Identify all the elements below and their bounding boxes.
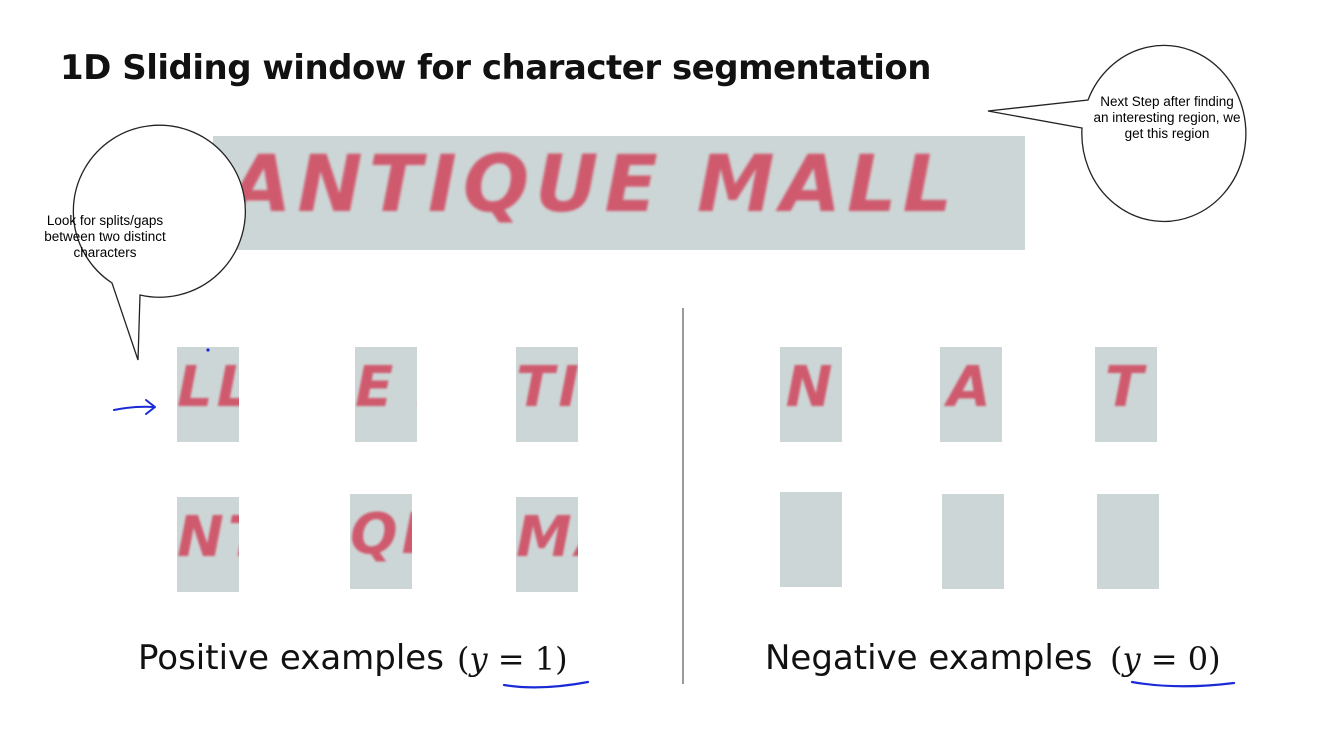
patch-text: QL <box>350 502 412 567</box>
positive-patch-6: MA <box>516 497 578 592</box>
negative-caption: Negative examples <box>765 638 1093 678</box>
patch-text: N <box>785 355 837 420</box>
positive-patch-1: LL <box>177 347 239 442</box>
positive-formula: (y = 1) <box>457 640 568 678</box>
patch-text: T <box>1104 355 1148 420</box>
formula-var: y <box>469 640 488 678</box>
positive-patch-4: NT <box>177 497 239 592</box>
negative-patch-3: T <box>1095 347 1157 442</box>
slide-title: 1D Sliding window for character segmenta… <box>60 48 931 88</box>
formula-open: ( <box>457 640 470 678</box>
patch-text: E A <box>355 355 417 420</box>
negative-patch-1: N <box>780 347 842 442</box>
negative-patch-6 <box>1097 494 1159 589</box>
antique-mall-banner: ANTIQUE MALL <box>213 136 1025 250</box>
patch-text: MA <box>516 505 578 570</box>
negative-patch-2: A <box>940 347 1002 442</box>
positive-underline-icon <box>502 680 590 689</box>
patch-text: TI <box>516 355 578 420</box>
banner-text: ANTIQUE MALL <box>231 140 959 230</box>
positive-patch-3: TI <box>516 347 578 442</box>
formula-rest: = 1) <box>487 640 568 678</box>
callout-right-shape <box>987 44 1247 223</box>
positive-caption: Positive examples <box>138 638 444 678</box>
positive-patch-5: QL <box>350 494 412 589</box>
arrow-annotation-icon <box>113 399 156 415</box>
negative-underline-icon <box>1130 680 1236 688</box>
patch-text: NT <box>177 505 239 570</box>
patch-text: A <box>947 355 995 420</box>
callout-right-text: Next Step after finding an interesting r… <box>1093 94 1241 141</box>
negative-patch-5 <box>942 494 1004 589</box>
formula-var: y <box>1122 640 1141 678</box>
section-divider <box>682 308 684 684</box>
negative-patch-4 <box>780 492 842 587</box>
patch-text: LL <box>177 355 239 420</box>
formula-rest: = 0) <box>1140 640 1221 678</box>
callout-left-shape <box>72 124 246 361</box>
formula-open: ( <box>1110 640 1123 678</box>
negative-formula: (y = 0) <box>1110 640 1221 678</box>
positive-patch-2: E A <box>355 347 417 442</box>
callout-left-text: Look for splits/gaps between two distinc… <box>44 213 166 260</box>
ink-dot-icon <box>206 348 210 352</box>
